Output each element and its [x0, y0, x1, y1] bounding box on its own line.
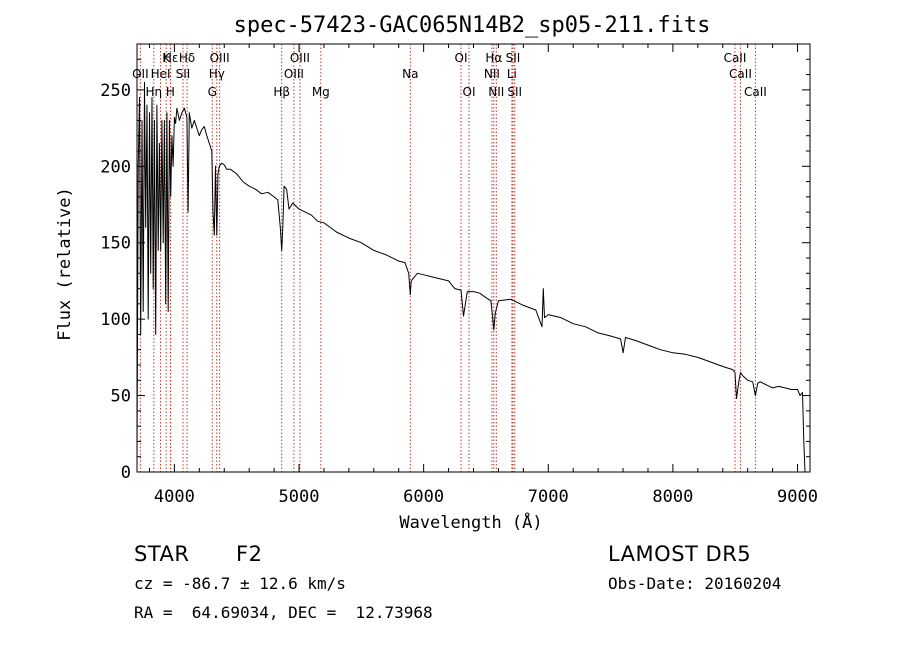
line-label-7: SII	[506, 51, 521, 65]
coordinates: RA = 64.69034, DEC = 12.73968	[134, 603, 433, 622]
line-label-3: OIII	[210, 51, 230, 65]
line-label-13: OIII	[284, 67, 304, 81]
line-label-15: NII	[484, 67, 500, 81]
y-tick-label-1: 50	[111, 387, 131, 407]
x-axis-label: Wavelength (Å)	[399, 511, 542, 533]
spectrum-line-0	[136, 81, 806, 473]
line-label-16: Li	[507, 67, 517, 81]
line-label-12: Hγ	[209, 67, 225, 81]
chart-title: spec-57423-GAC065N14B2_sp05-211.fits	[234, 13, 711, 38]
line-label-11: SII	[176, 67, 191, 81]
line-label-19: H	[166, 85, 175, 99]
line-label-9: OII	[132, 67, 149, 81]
line-label-1: K	[162, 51, 171, 65]
observation-date: Obs-Date: 20160204	[608, 574, 782, 593]
line-label-22: Mg	[312, 85, 330, 99]
spectral-subclass: F2	[236, 542, 263, 566]
x-tick-label-3: 7000	[528, 487, 569, 507]
line-label-21: Hβ	[273, 85, 290, 99]
line-markers	[139, 44, 756, 472]
line-label-14: Na	[402, 67, 418, 81]
line-label-17: CaII	[729, 67, 752, 81]
line-label-25: SII	[507, 85, 522, 99]
line-label-2: Hδ	[179, 51, 195, 65]
x-tick-label-0: 4000	[154, 487, 195, 507]
axes: 4000 5000 6000 7000 8000 9000 0 50 100 150 200 250	[100, 43, 818, 507]
x-tick-label-1: 5000	[279, 487, 320, 507]
line-label-4: OIII	[290, 51, 310, 65]
x-tick-label-2: 6000	[403, 487, 444, 507]
object-type: STAR	[134, 542, 190, 566]
line-label-5: OI	[455, 51, 468, 65]
spectrum-chart: spec-57423-GAC065N14B2_sp05-211.fits 400…	[55, 13, 818, 533]
plot-frame	[136, 43, 811, 473]
spectrum-series	[136, 81, 806, 473]
line-label-24: NII	[488, 85, 504, 99]
y-tick-label-0: 0	[121, 463, 131, 483]
y-tick-label-3: 150	[100, 234, 131, 254]
line-label-20: G	[208, 85, 217, 99]
line-label-8: CaII	[724, 51, 747, 65]
line-label-23: OI	[463, 85, 476, 99]
y-axis-label: Flux (relative)	[55, 187, 75, 341]
x-tick-label-4: 8000	[652, 487, 693, 507]
y-tick-label-4: 200	[100, 157, 131, 177]
line-label-10: HeI	[151, 67, 171, 81]
y-tick-label-5: 250	[100, 81, 131, 101]
redshift-velocity: cz = -86.7 ± 12.6 km/s	[134, 574, 346, 593]
line-label-26: CaII	[744, 85, 767, 99]
survey-name: LAMOST DR5	[608, 542, 752, 566]
x-tick-label-5: 9000	[777, 487, 818, 507]
line-label-6: Hα	[485, 51, 502, 65]
y-tick-label-2: 100	[100, 310, 131, 330]
line-label-0: Hε	[163, 51, 179, 65]
line-labels: HεK Hδ OIII OIII OI Hα SII CaII OII HeI SII Hγ OIII N…	[132, 51, 767, 99]
line-label-18: Hη	[146, 85, 163, 99]
